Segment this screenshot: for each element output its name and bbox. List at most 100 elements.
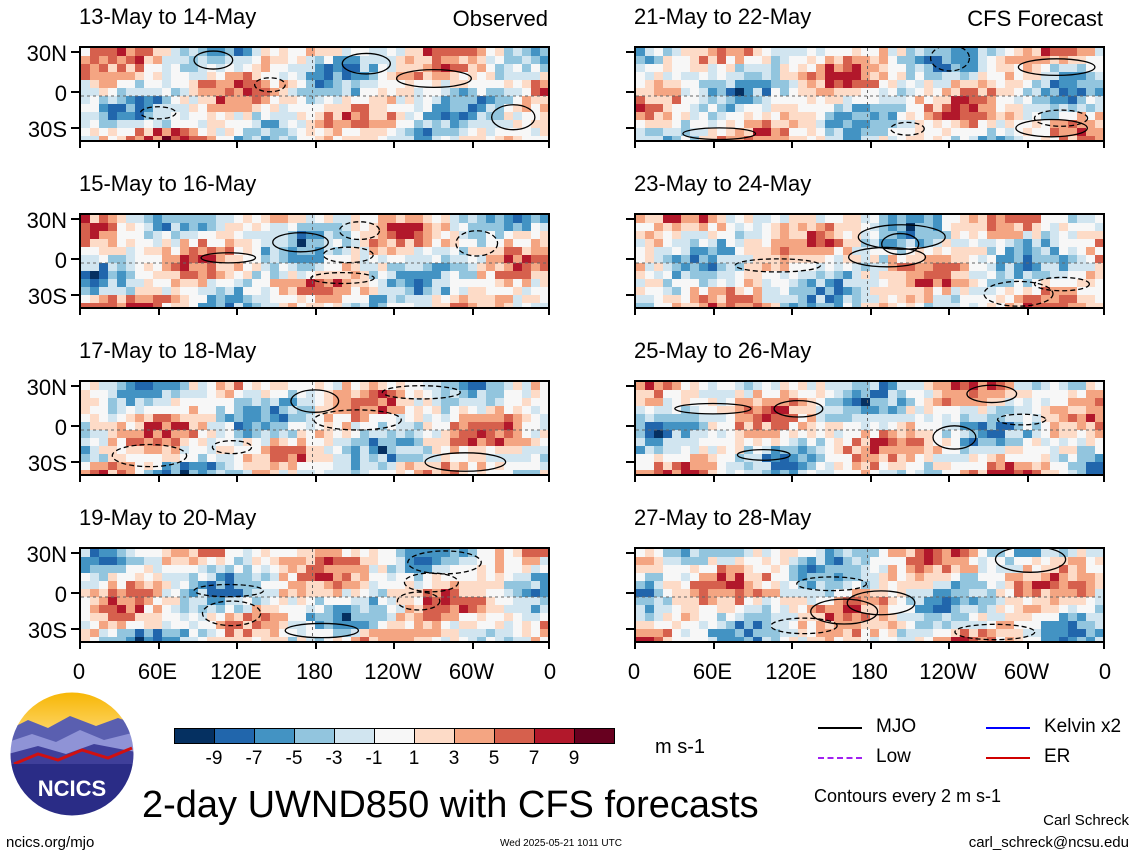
heatmap-cell: [495, 56, 505, 65]
heatmap-cell: [933, 64, 943, 73]
heatmap-cell: [216, 557, 226, 566]
heatmap-cell: [513, 581, 523, 590]
heatmap-cell: [459, 128, 469, 137]
heatmap-cell: [1050, 414, 1060, 423]
heatmap-cell: [81, 462, 91, 471]
heatmap-cell: [252, 215, 262, 224]
heatmap-cell: [522, 239, 532, 248]
heatmap-cell: [369, 88, 379, 97]
mjo-contour: [193, 50, 234, 70]
heatmap-cell: [879, 96, 889, 105]
heatmap-cell: [798, 56, 808, 65]
heatmap-cell: [672, 223, 682, 232]
heatmap-cell: [486, 128, 496, 137]
x-tick-mark: [712, 142, 715, 148]
heatmap-cell: [306, 557, 316, 566]
heatmap-cell: [450, 120, 460, 129]
heatmap-cell: [279, 120, 289, 129]
heatmap-cell: [90, 56, 100, 65]
heatmap-cell: [198, 287, 208, 296]
heatmap-cell: [135, 128, 145, 137]
heatmap-cell: [780, 231, 790, 240]
heatmap-cell: [252, 96, 262, 105]
heatmap-cell: [423, 438, 433, 447]
heatmap-cell: [207, 120, 217, 129]
heatmap-cell: [486, 112, 496, 121]
heatmap-cell: [843, 605, 853, 614]
heatmap-cell: [342, 96, 352, 105]
heatmap-cell: [897, 279, 907, 288]
heatmap-cell: [144, 621, 154, 630]
heatmap-cell: [672, 629, 682, 638]
heatmap-cell: [351, 438, 361, 447]
heatmap-cell: [753, 422, 763, 431]
y-tick-label: 30S: [27, 284, 67, 309]
heatmap-cell: [378, 72, 388, 81]
heatmap-cell: [117, 112, 127, 121]
heatmap-cell: [1077, 104, 1087, 113]
heatmap-cell: [90, 406, 100, 415]
heatmap-cell: [861, 454, 871, 463]
heatmap-cell: [108, 64, 118, 73]
heatmap-cell: [1068, 223, 1078, 232]
heatmap-cell: [189, 557, 199, 566]
heatmap-cell: [1104, 271, 1105, 280]
heatmap-cell: [477, 446, 487, 455]
heatmap-cell: [396, 255, 406, 264]
heatmap-cell: [888, 48, 898, 57]
heatmap-cell: [234, 128, 244, 137]
heatmap-cell: [261, 72, 271, 81]
heatmap-cell: [342, 136, 352, 140]
heatmap-cell: [834, 279, 844, 288]
heatmap-cell: [144, 414, 154, 423]
heatmap-cell: [540, 88, 548, 97]
heatmap-cell: [342, 390, 352, 399]
heatmap-cell: [843, 398, 853, 407]
heatmap-cell: [486, 573, 496, 582]
heatmap-panel: [79, 213, 550, 309]
heatmap-cell: [270, 96, 280, 105]
heatmap-cell: [888, 414, 898, 423]
heatmap-cell: [342, 231, 352, 240]
heatmap-cell: [495, 382, 505, 391]
heatmap-cell: [504, 56, 514, 65]
heatmap-cell: [1077, 279, 1087, 288]
heatmap-cell: [540, 104, 548, 113]
heatmap-cell: [405, 56, 415, 65]
heatmap-cell: [987, 446, 997, 455]
heatmap-cell: [171, 398, 181, 407]
heatmap-cell: [1023, 390, 1033, 399]
heatmap-cell: [387, 56, 397, 65]
heatmap-cell: [924, 104, 934, 113]
heatmap-cell: [870, 390, 880, 399]
heatmap-cell: [126, 271, 136, 280]
heatmap-cell: [1104, 72, 1105, 81]
heatmap-cell: [459, 295, 469, 304]
heatmap-cell: [1104, 239, 1105, 248]
heatmap-cell: [477, 223, 487, 232]
heatmap-cell: [360, 247, 370, 256]
heatmap-cell: [1005, 454, 1015, 463]
heatmap-cell: [1059, 470, 1069, 474]
heatmap-cell: [432, 597, 442, 606]
heatmap-cell: [387, 597, 397, 606]
heatmap-cell: [663, 629, 673, 638]
heatmap-cell: [861, 382, 871, 391]
heatmap-cell: [396, 422, 406, 431]
heatmap-cell: [297, 438, 307, 447]
heatmap-cell: [216, 629, 226, 638]
heatmap-cell: [852, 605, 862, 614]
heatmap-cell: [504, 279, 514, 288]
heatmap-cell: [414, 56, 424, 65]
heatmap-cell: [342, 557, 352, 566]
heatmap-cell: [1068, 48, 1078, 57]
heatmap-cell: [360, 239, 370, 248]
heatmap-cell: [126, 422, 136, 431]
heatmap-cell: [216, 223, 226, 232]
heatmap-cell: [663, 223, 673, 232]
heatmap-cell: [279, 406, 289, 415]
heatmap-cell: [726, 72, 736, 81]
heatmap-cell: [495, 390, 505, 399]
heatmap-cell: [906, 128, 916, 137]
heatmap-cell: [708, 247, 718, 256]
